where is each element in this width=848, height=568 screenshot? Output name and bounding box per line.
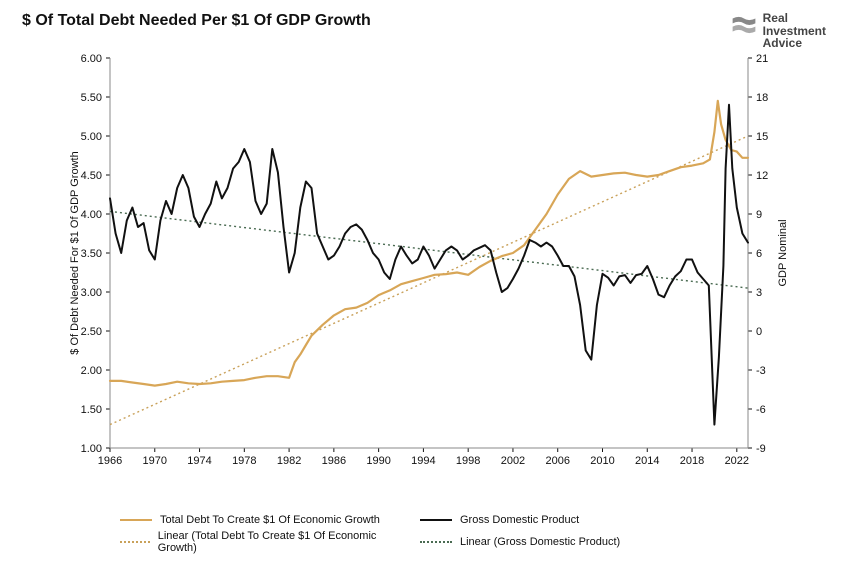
svg-text:12: 12 bbox=[756, 170, 768, 182]
legend-item: Linear (Gross Domestic Product) bbox=[420, 530, 700, 554]
svg-text:1.00: 1.00 bbox=[81, 443, 102, 455]
svg-text:2022: 2022 bbox=[725, 455, 749, 467]
svg-text:2006: 2006 bbox=[545, 455, 569, 467]
svg-text:21: 21 bbox=[756, 53, 768, 65]
svg-text:6: 6 bbox=[756, 248, 762, 260]
logo-icon bbox=[731, 12, 757, 38]
debt-trend-line bbox=[110, 136, 748, 425]
svg-text:2002: 2002 bbox=[501, 455, 525, 467]
svg-text:3.50: 3.50 bbox=[81, 248, 102, 260]
legend-item: Gross Domestic Product bbox=[420, 514, 700, 526]
svg-text:4.50: 4.50 bbox=[81, 170, 102, 182]
svg-text:18: 18 bbox=[756, 92, 768, 104]
logo: Real Investment Advice bbox=[731, 12, 826, 50]
y2-axis-label: GDP Nominal bbox=[777, 219, 789, 286]
legend-item: Linear (Total Debt To Create $1 Of Econo… bbox=[120, 530, 400, 554]
svg-text:1.50: 1.50 bbox=[81, 404, 102, 416]
svg-text:2018: 2018 bbox=[680, 455, 704, 467]
svg-text:4.00: 4.00 bbox=[81, 209, 102, 221]
legend-swatch bbox=[120, 519, 152, 521]
svg-text:2014: 2014 bbox=[635, 455, 659, 467]
svg-text:9: 9 bbox=[756, 209, 762, 221]
svg-text:5.00: 5.00 bbox=[81, 131, 102, 143]
legend-label: Gross Domestic Product bbox=[460, 514, 579, 526]
svg-text:1998: 1998 bbox=[456, 455, 480, 467]
svg-text:6.00: 6.00 bbox=[81, 53, 102, 65]
svg-text:1994: 1994 bbox=[411, 455, 435, 467]
svg-text:2010: 2010 bbox=[590, 455, 614, 467]
svg-text:1966: 1966 bbox=[98, 455, 122, 467]
svg-text:3.00: 3.00 bbox=[81, 287, 102, 299]
svg-text:15: 15 bbox=[756, 131, 768, 143]
svg-text:-3: -3 bbox=[756, 365, 766, 377]
legend-label: Total Debt To Create $1 Of Economic Grow… bbox=[160, 514, 380, 526]
legend-swatch bbox=[420, 519, 452, 521]
svg-text:-9: -9 bbox=[756, 443, 766, 455]
svg-text:1978: 1978 bbox=[232, 455, 256, 467]
svg-text:2.00: 2.00 bbox=[81, 365, 102, 377]
legend-item: Total Debt To Create $1 Of Economic Grow… bbox=[120, 514, 400, 526]
svg-text:1990: 1990 bbox=[366, 455, 390, 467]
svg-text:3: 3 bbox=[756, 287, 762, 299]
legend-swatch bbox=[420, 541, 452, 543]
legend: Total Debt To Create $1 Of Economic Grow… bbox=[120, 514, 700, 554]
svg-text:0: 0 bbox=[756, 326, 762, 338]
logo-text-1: Real bbox=[763, 12, 826, 25]
legend-swatch bbox=[120, 541, 150, 543]
svg-text:-6: -6 bbox=[756, 404, 766, 416]
svg-text:1982: 1982 bbox=[277, 455, 301, 467]
svg-text:1970: 1970 bbox=[143, 455, 167, 467]
legend-label: Linear (Total Debt To Create $1 Of Econo… bbox=[158, 530, 400, 554]
chart-plot: 1.00 1.50 2.00 2.50 3.00 3.50 4.00 4.50 5.00 5.50… bbox=[70, 48, 790, 478]
legend-label: Linear (Gross Domestic Product) bbox=[460, 536, 620, 548]
svg-text:2.50: 2.50 bbox=[81, 326, 102, 338]
chart-title: $ Of Total Debt Needed Per $1 Of GDP Gro… bbox=[22, 12, 371, 30]
svg-text:5.50: 5.50 bbox=[81, 92, 102, 104]
gdp-line bbox=[110, 105, 748, 425]
debt-line bbox=[110, 101, 748, 386]
svg-text:1986: 1986 bbox=[322, 455, 346, 467]
y1-axis-label: $ Of Debt Needed For $1 Of GDP Growth bbox=[70, 151, 81, 354]
svg-text:1974: 1974 bbox=[187, 455, 211, 467]
